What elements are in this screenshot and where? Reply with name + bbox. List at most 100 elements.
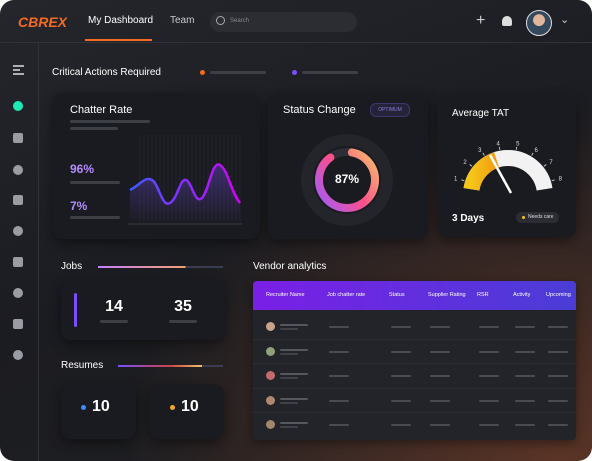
placeholder [280, 328, 298, 330]
gauge-scale-label: 7 [549, 160, 553, 166]
placeholder [548, 400, 568, 402]
tab[interactable]: Team [170, 15, 195, 26]
placeholder [329, 326, 349, 328]
placeholder [329, 351, 349, 353]
gauge-fill [463, 152, 500, 191]
placeholder [280, 353, 298, 355]
gauge-tick [469, 164, 473, 167]
placeholder [515, 375, 535, 377]
placeholder [479, 400, 499, 402]
status-badge: Needs care [516, 212, 559, 223]
decoration [100, 320, 128, 323]
add-button[interactable]: + [476, 12, 486, 29]
decoration [292, 70, 297, 75]
gauge-scale-label: 3 [478, 148, 482, 154]
decoration [70, 216, 120, 219]
wave-line [129, 163, 242, 205]
section-title: Vendor analytics [253, 261, 327, 272]
badge: OPTIMUM [370, 103, 410, 117]
gauge-needle [488, 154, 513, 194]
placeholder [280, 398, 308, 400]
placeholder [280, 324, 308, 326]
menu-toggle[interactable]: ⌄ [560, 14, 570, 26]
jobs-card [61, 280, 225, 340]
nav-icon[interactable] [13, 257, 23, 267]
placeholder [430, 375, 450, 377]
card-title: Average TAT [452, 108, 510, 119]
column-header[interactable]: RSR [477, 292, 489, 298]
placeholder [391, 424, 411, 426]
placeholder [391, 351, 411, 353]
count: 10 [181, 398, 199, 415]
placeholder [280, 349, 308, 351]
recruiter-avatar [266, 371, 275, 380]
placeholder [548, 424, 568, 426]
placeholder [515, 400, 535, 402]
column-header[interactable]: Upcoming [546, 292, 571, 298]
gauge-scale-label: 5 [516, 141, 520, 147]
decoration [216, 16, 225, 25]
column-header[interactable]: Supplier Rating [428, 292, 466, 298]
nav-icon[interactable] [13, 288, 23, 298]
placeholder [548, 351, 568, 353]
placeholder [430, 351, 450, 353]
donut-ring [315, 148, 379, 212]
placeholder [479, 326, 499, 328]
placeholder [548, 326, 568, 328]
column-header[interactable]: Recruiter Name [266, 292, 305, 298]
placeholder [391, 400, 411, 402]
nav-icon[interactable] [13, 101, 23, 111]
nav-icon[interactable] [13, 195, 23, 205]
decoration [81, 405, 86, 410]
decoration [170, 405, 175, 410]
placeholder [280, 422, 308, 424]
placeholder [430, 424, 450, 426]
decoration [98, 266, 223, 268]
recruiter-avatar [266, 420, 275, 429]
decoration [70, 181, 120, 184]
decoration [74, 293, 77, 327]
gauge-scale-label: 2 [463, 160, 467, 166]
gauge-scale-label: 4 [497, 141, 501, 147]
placeholder [479, 351, 499, 353]
placeholder [280, 402, 298, 404]
section-title: Jobs [61, 261, 83, 272]
tat-value: 3 Days [452, 213, 485, 224]
notifications[interactable] [502, 16, 512, 26]
decoration [70, 120, 150, 123]
avatar[interactable] [526, 10, 552, 36]
card-title: Chatter Rate [70, 104, 133, 116]
gauge-tick [498, 146, 501, 150]
decoration [38, 43, 39, 461]
nav-icon[interactable] [13, 165, 23, 175]
placeholder [548, 375, 568, 377]
search-placeholder: Search [230, 18, 250, 24]
nav-icon[interactable] [13, 319, 23, 329]
gauge-tick [515, 146, 518, 150]
placeholder [280, 373, 308, 375]
card-title: Status Change [283, 104, 356, 116]
donut-value: 87% [334, 172, 360, 186]
placeholder [329, 375, 349, 377]
nav-icon[interactable] [13, 226, 23, 236]
column-header[interactable]: Activity [513, 292, 531, 298]
vendor-table: Recruiter Name Job chatter rate Status Supp… [253, 281, 576, 440]
search-box[interactable] [210, 12, 357, 32]
decoration [169, 320, 197, 323]
decoration [70, 127, 118, 130]
column-header[interactable]: Job chatter rate [327, 292, 366, 298]
tab[interactable]: My Dashboard [88, 15, 154, 26]
resume-card [149, 384, 224, 439]
column-header[interactable]: Status [389, 292, 405, 298]
nav-icon[interactable] [13, 133, 23, 143]
nav-icon[interactable] [13, 350, 23, 360]
logo[interactable]: CBREX [18, 14, 68, 30]
section-title: Resumes [61, 360, 104, 371]
placeholder [515, 424, 535, 426]
row-divider [253, 363, 576, 364]
decoration [118, 365, 223, 367]
row-divider [253, 339, 576, 340]
recruiter-avatar [266, 347, 275, 356]
